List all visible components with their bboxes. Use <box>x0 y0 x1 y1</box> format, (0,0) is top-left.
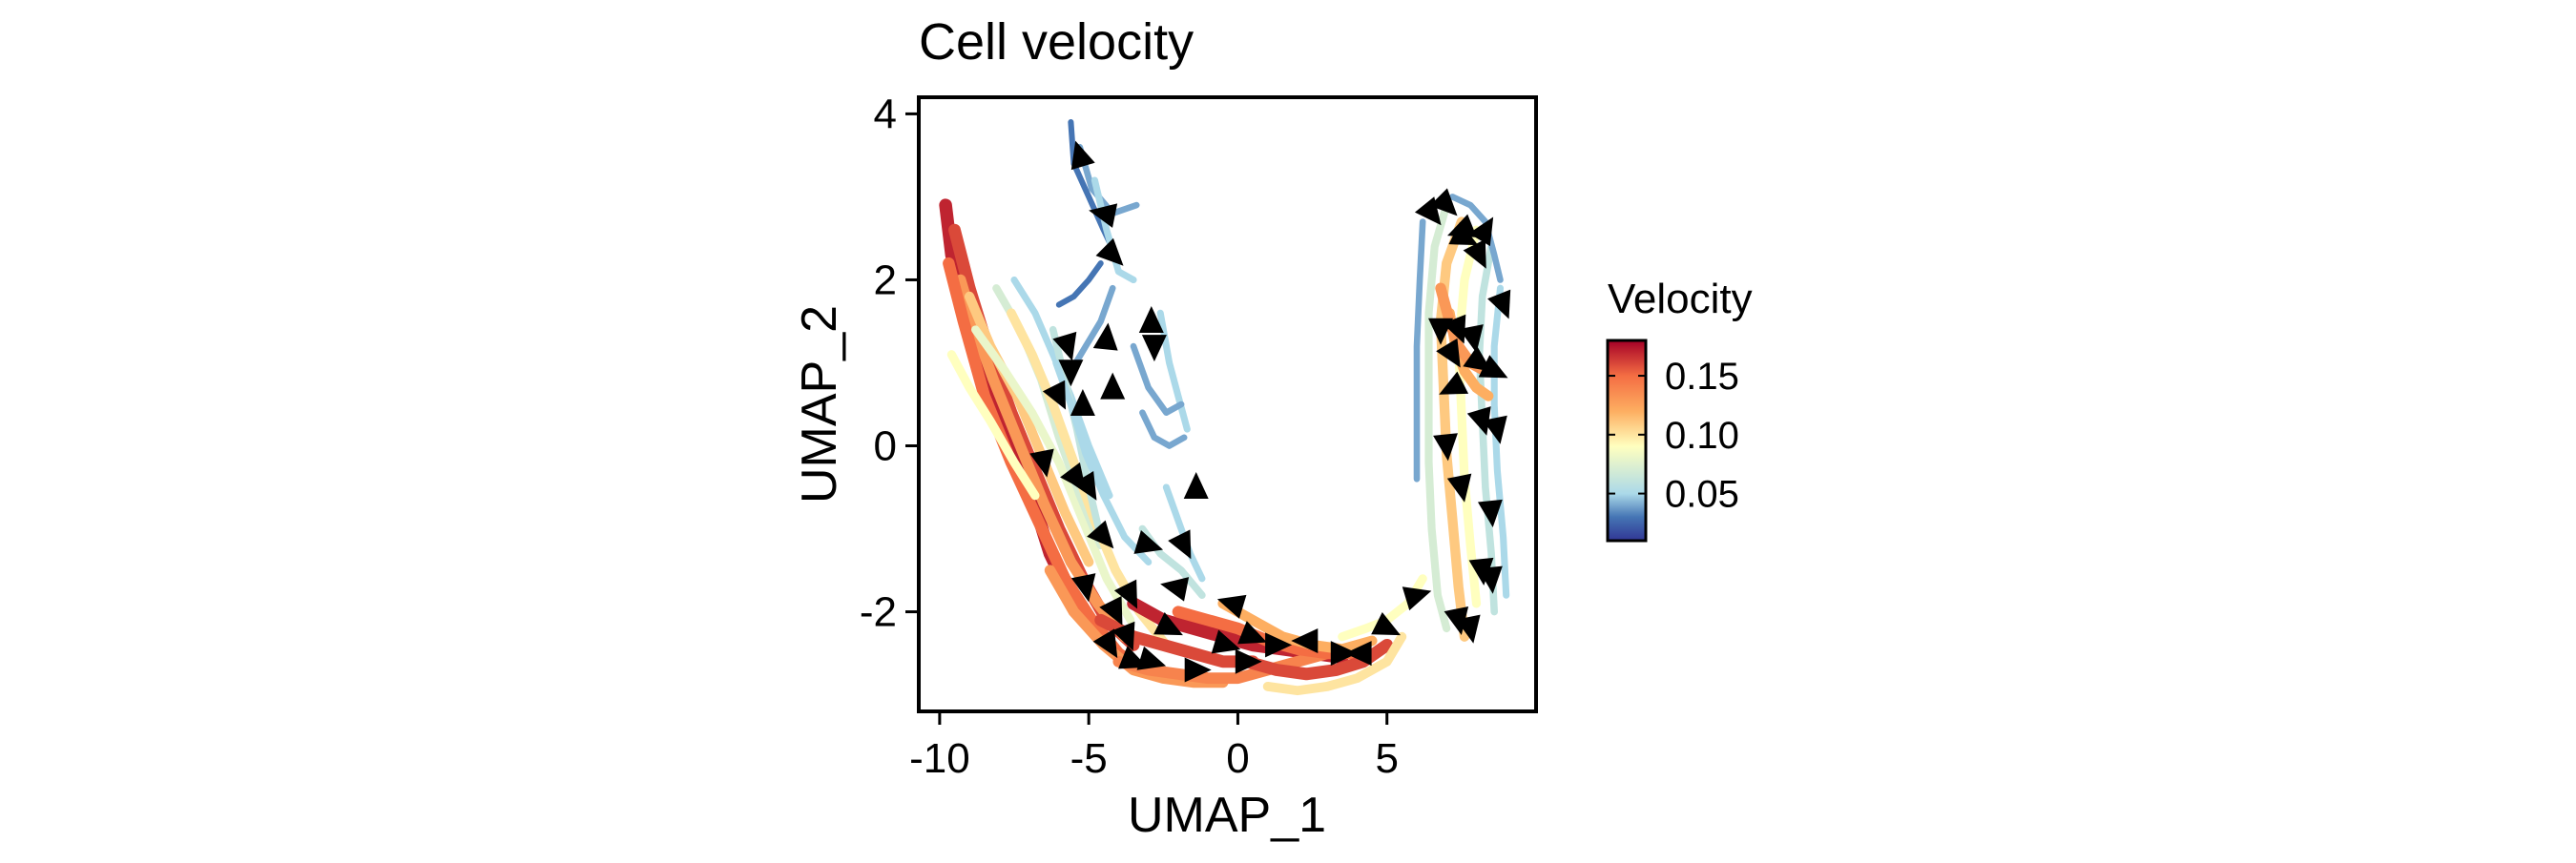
colorbar <box>1608 340 1646 541</box>
velocity-arrow <box>1291 628 1319 653</box>
velocity-arrow <box>1456 614 1481 644</box>
velocity-arrow <box>1099 596 1123 626</box>
velocity-arrow <box>1459 324 1484 354</box>
streamline <box>1262 631 1407 696</box>
velocity-arrow <box>1095 237 1124 266</box>
x-tick-label: 0 <box>1226 735 1249 782</box>
velocity-arrow <box>1070 389 1095 416</box>
color-legend: Velocity 0.05 0.10 0.15 <box>1606 276 1753 543</box>
velocity-arrow <box>1429 188 1458 216</box>
velocity-arrow <box>1443 314 1466 344</box>
streamline <box>971 325 1135 625</box>
velocity-arrow <box>1168 529 1192 560</box>
streamline <box>1413 218 1426 483</box>
streamlines-layer <box>939 119 1510 696</box>
velocity-arrow <box>1058 360 1084 387</box>
velocity-arrow <box>1463 238 1486 269</box>
y-tick-label: 4 <box>874 91 897 137</box>
streamline <box>964 291 1094 567</box>
velocity-arrow <box>1070 140 1095 171</box>
colorbar-border <box>1606 339 1648 543</box>
velocity-arrow <box>1113 579 1138 609</box>
velocity-arrow <box>1070 573 1096 603</box>
velocity-arrow <box>1183 472 1209 499</box>
velocity-arrow <box>1100 372 1126 400</box>
velocity-arrow <box>1153 612 1183 636</box>
velocity-arrow <box>1092 322 1118 351</box>
streamline <box>1449 194 1504 283</box>
x-tick-label: -10 <box>909 735 970 782</box>
velocity-arrow <box>1052 331 1077 361</box>
streamline <box>1454 225 1482 608</box>
velocity-arrow <box>1402 586 1432 611</box>
velocity-arrow <box>1092 628 1118 659</box>
velocity-arrow <box>1118 646 1148 669</box>
velocity-arrow <box>1265 632 1293 658</box>
arrows-layer <box>1029 140 1511 683</box>
velocity-arrow <box>1184 657 1212 683</box>
x-axis-label: UMAP_1 <box>1128 788 1326 843</box>
velocity-arrow <box>1042 380 1067 410</box>
streamline <box>1435 216 1470 642</box>
streamline <box>1068 284 1116 375</box>
streamline <box>1424 201 1451 633</box>
chart-title: Cell velocity <box>919 13 1194 71</box>
velocity-arrow <box>1133 530 1164 554</box>
velocity-arrow <box>1468 216 1494 247</box>
velocity-arrow <box>1477 565 1503 594</box>
velocity-arrow <box>1111 621 1135 651</box>
velocity-arrow <box>1446 473 1472 503</box>
velocity-arrow <box>1436 338 1461 368</box>
velocity-arrow <box>1448 221 1479 246</box>
velocity-arrow <box>1087 520 1114 549</box>
velocity-arrow <box>1060 462 1087 492</box>
velocity-arrow <box>1216 594 1247 619</box>
velocity-arrow <box>1483 415 1507 444</box>
velocity-arrow <box>1466 406 1491 436</box>
streamline <box>1112 647 1334 685</box>
velocity-arrow <box>1330 641 1358 667</box>
colorbar-tick-label: 0.05 <box>1665 474 1739 516</box>
velocity-arrow <box>1235 648 1262 674</box>
streamline <box>1055 260 1104 308</box>
colorbar-tick-label: 0.10 <box>1665 415 1739 457</box>
velocity-arrow <box>1439 371 1469 395</box>
y-axis-label: UMAP_2 <box>792 305 847 503</box>
velocity-arrow <box>1478 355 1508 379</box>
velocity-arrow <box>1371 612 1402 636</box>
velocity-arrow <box>1141 335 1167 362</box>
velocity-arrow <box>1160 577 1190 602</box>
velocity-arrow <box>1211 629 1241 654</box>
velocity-arrow <box>1138 306 1164 333</box>
velocity-arrow <box>1089 203 1118 228</box>
y-tick-label: -2 <box>860 589 897 636</box>
x-tick-label: 5 <box>1375 735 1398 782</box>
velocity-arrow <box>1433 433 1458 462</box>
velocity-arrow <box>1477 499 1503 528</box>
x-tick-label: -5 <box>1070 735 1108 782</box>
streamline <box>1130 342 1185 417</box>
legend-title: Velocity <box>1608 276 1753 322</box>
y-tick-label: 2 <box>874 257 897 303</box>
colorbar-ticks: 0.05 0.10 0.15 <box>1608 356 1739 516</box>
x-axis: -10 -5 0 5 <box>909 711 1399 782</box>
y-tick-label: 0 <box>874 423 897 470</box>
velocity-arrow <box>1344 641 1372 667</box>
colorbar-tick-label: 0.15 <box>1665 356 1739 398</box>
streamline <box>1139 409 1188 449</box>
streamline <box>946 350 1040 501</box>
velocity-arrow <box>1029 448 1054 478</box>
velocity-arrow <box>1487 289 1511 319</box>
plot-panel-border <box>917 95 1538 713</box>
y-axis: -2 0 2 4 <box>860 91 919 636</box>
velocity-arrow <box>1237 621 1267 645</box>
streamline <box>1052 359 1153 565</box>
